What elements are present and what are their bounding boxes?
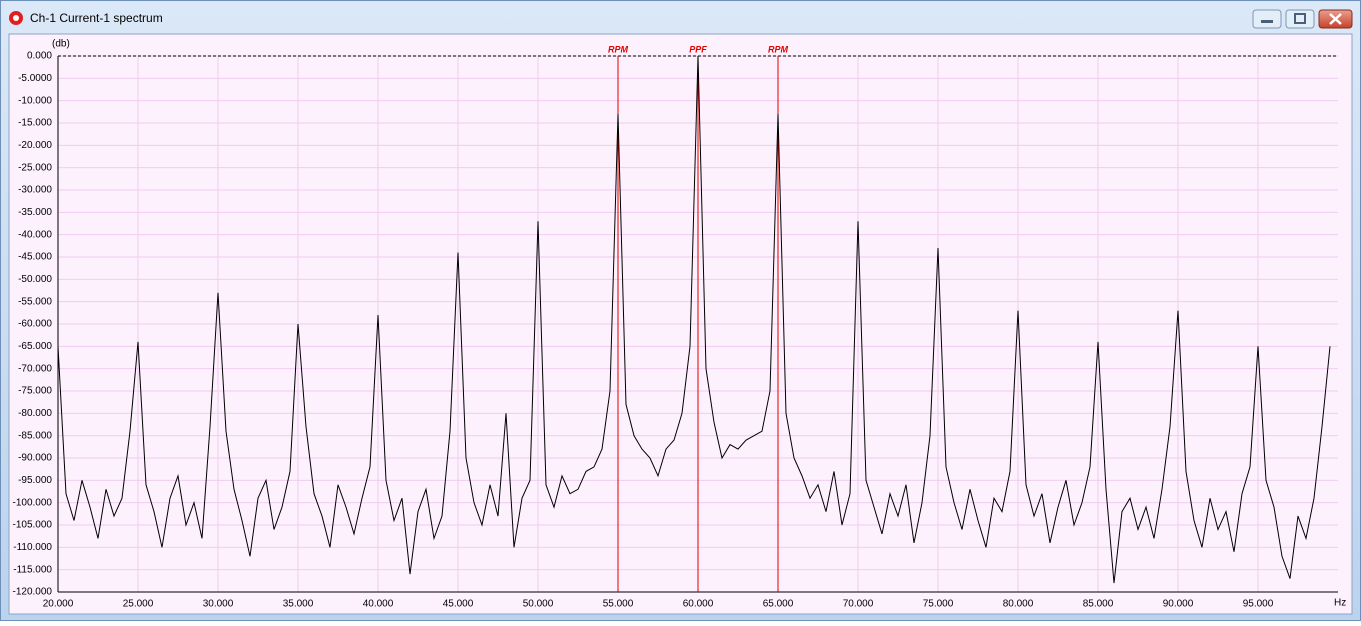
app-icon-dot [13,15,19,21]
x-tick-label: 35.000 [283,599,314,610]
y-tick-label: -25.000 [18,162,52,173]
x-tick-label: 45.000 [443,599,474,610]
x-tick-label: 65.000 [763,599,794,610]
x-tick-label: 30.000 [203,599,234,610]
y-tick-label: -10.000 [18,95,52,106]
y-tick-label: -50.000 [18,274,52,285]
x-axis-label: Hz [1334,598,1346,609]
chart: (db) Hz 0.000 -5.0000 -10.000 -15.000 -20.00… [13,39,1347,610]
y-tick-label: -5.0000 [18,73,52,84]
y-tick-label: -45.000 [18,252,52,263]
x-tick-label: 50.000 [523,599,554,610]
y-tick-label: -30.000 [18,185,52,196]
spectrum-line [57,55,1331,584]
y-tick-label: 0.000 [27,51,52,62]
y-tick-label: -55.000 [18,296,52,307]
y-tick-label: -115.000 [13,564,52,575]
x-tick-label: 60.000 [683,599,714,610]
y-tick-label: -120.000 [13,587,53,598]
marker-label: RPM [608,44,629,54]
y-tick-label: -110.000 [13,542,52,553]
maximize-icon [1294,13,1306,24]
x-tick-label: 90.000 [1163,599,1194,610]
x-tick-label: 20.000 [43,599,74,610]
x-tick-label: 55.000 [603,599,634,610]
minimize-icon [1261,20,1273,23]
y-tick-label: -75.000 [18,386,52,397]
y-tick-label: -60.000 [18,319,52,330]
x-tick-label: 75.000 [923,599,954,610]
y-tick-label: -70.000 [18,363,52,374]
y-tick-label: -105.000 [13,520,53,531]
y-tick-label: -20.000 [18,140,52,151]
y-tick-label: -65.000 [18,341,52,352]
x-tick-label: 70.000 [843,599,874,610]
y-tick-label: -95.000 [18,475,52,486]
x-tick-label: 85.000 [1083,599,1114,610]
x-tick-label: 25.000 [123,599,154,610]
y-tick-label: -40.000 [18,229,52,240]
y-axis-label: (db) [52,39,70,50]
maximize-button[interactable] [1285,9,1315,29]
y-tick-label: -100.000 [13,497,53,508]
window-title: Ch-1 Current-1 spectrum [30,11,163,25]
minimize-button[interactable] [1252,9,1282,29]
y-tick-label: -35.000 [18,207,52,218]
y-tick-label: -80.000 [18,408,52,419]
close-icon [1329,13,1342,25]
x-tick-label: 40.000 [363,599,394,610]
y-tick-label: -15.000 [18,118,52,129]
x-tick-label: 95.000 [1243,599,1274,610]
x-tick-label: 80.000 [1003,599,1034,610]
y-tick-label: -85.000 [18,430,52,441]
marker-label: RPM [768,44,789,54]
y-tick-label: -90.000 [18,453,52,464]
marker-label: PPF [689,44,707,54]
